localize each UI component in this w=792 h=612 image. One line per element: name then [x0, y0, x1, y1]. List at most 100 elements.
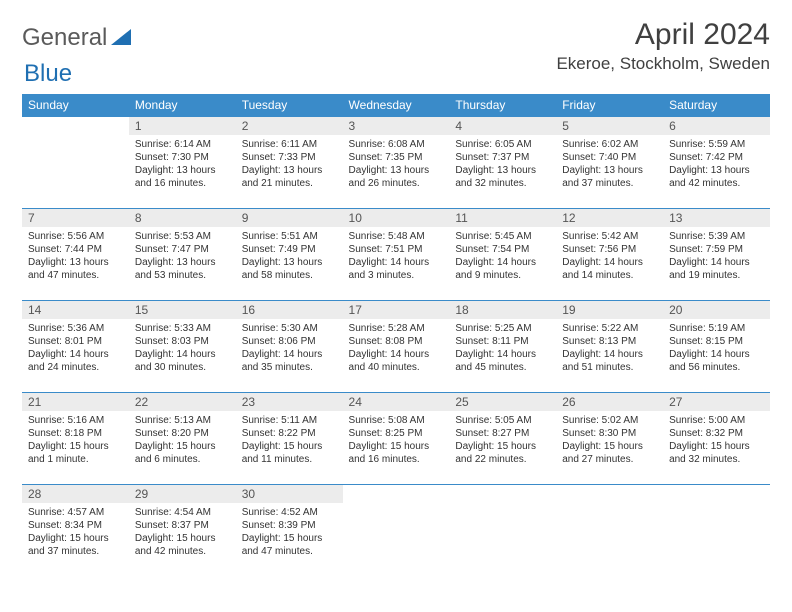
- day-number: 1: [129, 117, 236, 135]
- calendar-day-cell: 21Sunrise: 5:16 AMSunset: 8:18 PMDayligh…: [22, 393, 129, 485]
- day-detail-line: and 27 minutes.: [562, 453, 657, 466]
- calendar-day-cell: 23Sunrise: 5:11 AMSunset: 8:22 PMDayligh…: [236, 393, 343, 485]
- day-details: Sunrise: 5:36 AMSunset: 8:01 PMDaylight:…: [22, 319, 129, 376]
- day-detail-line: and 19 minutes.: [669, 269, 764, 282]
- calendar-week-row: 28Sunrise: 4:57 AMSunset: 8:34 PMDayligh…: [22, 485, 770, 577]
- day-detail-line: Daylight: 13 hours: [135, 164, 230, 177]
- day-detail-line: Sunrise: 5:56 AM: [28, 230, 123, 243]
- day-detail-line: Sunset: 7:59 PM: [669, 243, 764, 256]
- day-details: Sunrise: 5:11 AMSunset: 8:22 PMDaylight:…: [236, 411, 343, 468]
- day-detail-line: Sunset: 8:18 PM: [28, 427, 123, 440]
- calendar-day-cell: [22, 117, 129, 209]
- day-detail-line: and 58 minutes.: [242, 269, 337, 282]
- day-number: 29: [129, 485, 236, 503]
- brand-word-1: General: [22, 24, 107, 52]
- day-detail-line: and 45 minutes.: [455, 361, 550, 374]
- day-detail-line: Daylight: 14 hours: [135, 348, 230, 361]
- calendar-day-cell: 12Sunrise: 5:42 AMSunset: 7:56 PMDayligh…: [556, 209, 663, 301]
- calendar-day-cell: 13Sunrise: 5:39 AMSunset: 7:59 PMDayligh…: [663, 209, 770, 301]
- day-detail-line: Daylight: 13 hours: [242, 164, 337, 177]
- day-details: Sunrise: 5:16 AMSunset: 8:18 PMDaylight:…: [22, 411, 129, 468]
- brand-logo: General: [22, 18, 133, 52]
- day-number: 4: [449, 117, 556, 135]
- calendar-week-row: 1Sunrise: 6:14 AMSunset: 7:30 PMDaylight…: [22, 117, 770, 209]
- calendar-day-cell: 4Sunrise: 6:05 AMSunset: 7:37 PMDaylight…: [449, 117, 556, 209]
- day-detail-line: and 3 minutes.: [349, 269, 444, 282]
- calendar-day-cell: 25Sunrise: 5:05 AMSunset: 8:27 PMDayligh…: [449, 393, 556, 485]
- day-detail-line: Daylight: 14 hours: [562, 256, 657, 269]
- day-number: 19: [556, 301, 663, 319]
- calendar-day-cell: 5Sunrise: 6:02 AMSunset: 7:40 PMDaylight…: [556, 117, 663, 209]
- day-detail-line: Sunrise: 5:59 AM: [669, 138, 764, 151]
- calendar-day-cell: 15Sunrise: 5:33 AMSunset: 8:03 PMDayligh…: [129, 301, 236, 393]
- calendar-day-cell: 14Sunrise: 5:36 AMSunset: 8:01 PMDayligh…: [22, 301, 129, 393]
- day-detail-line: Sunset: 8:37 PM: [135, 519, 230, 532]
- day-number: 3: [343, 117, 450, 135]
- day-detail-line: Daylight: 14 hours: [349, 348, 444, 361]
- weekday-header: Wednesday: [343, 94, 450, 117]
- day-detail-line: Sunset: 8:27 PM: [455, 427, 550, 440]
- day-number: 11: [449, 209, 556, 227]
- calendar-week-row: 21Sunrise: 5:16 AMSunset: 8:18 PMDayligh…: [22, 393, 770, 485]
- day-number: 22: [129, 393, 236, 411]
- weekday-header: Saturday: [663, 94, 770, 117]
- day-detail-line: Daylight: 14 hours: [455, 348, 550, 361]
- day-detail-line: Sunrise: 4:54 AM: [135, 506, 230, 519]
- day-detail-line: Sunset: 8:13 PM: [562, 335, 657, 348]
- day-detail-line: Daylight: 15 hours: [349, 440, 444, 453]
- day-details: Sunrise: 5:02 AMSunset: 8:30 PMDaylight:…: [556, 411, 663, 468]
- day-detail-line: Sunrise: 5:08 AM: [349, 414, 444, 427]
- day-number: 23: [236, 393, 343, 411]
- day-detail-line: Sunset: 8:34 PM: [28, 519, 123, 532]
- day-detail-line: Daylight: 14 hours: [455, 256, 550, 269]
- day-number: 5: [556, 117, 663, 135]
- day-number: 18: [449, 301, 556, 319]
- day-number: 2: [236, 117, 343, 135]
- day-detail-line: Sunset: 8:11 PM: [455, 335, 550, 348]
- title-block: April 2024 Ekeroe, Stockholm, Sweden: [556, 18, 770, 74]
- day-detail-line: Sunset: 7:47 PM: [135, 243, 230, 256]
- day-details: Sunrise: 5:51 AMSunset: 7:49 PMDaylight:…: [236, 227, 343, 284]
- day-detail-line: Sunset: 7:33 PM: [242, 151, 337, 164]
- day-detail-line: and 47 minutes.: [242, 545, 337, 558]
- day-detail-line: Sunset: 8:25 PM: [349, 427, 444, 440]
- calendar-day-cell: 16Sunrise: 5:30 AMSunset: 8:06 PMDayligh…: [236, 301, 343, 393]
- day-details: Sunrise: 6:11 AMSunset: 7:33 PMDaylight:…: [236, 135, 343, 192]
- day-number: 16: [236, 301, 343, 319]
- day-detail-line: and 37 minutes.: [562, 177, 657, 190]
- day-details: Sunrise: 5:08 AMSunset: 8:25 PMDaylight:…: [343, 411, 450, 468]
- day-detail-line: Daylight: 14 hours: [349, 256, 444, 269]
- day-details: Sunrise: 5:56 AMSunset: 7:44 PMDaylight:…: [22, 227, 129, 284]
- day-detail-line: Sunrise: 5:48 AM: [349, 230, 444, 243]
- day-detail-line: Sunset: 7:40 PM: [562, 151, 657, 164]
- day-number: 9: [236, 209, 343, 227]
- calendar-day-cell: 28Sunrise: 4:57 AMSunset: 8:34 PMDayligh…: [22, 485, 129, 577]
- day-detail-line: Sunrise: 5:51 AM: [242, 230, 337, 243]
- day-detail-line: Sunset: 8:15 PM: [669, 335, 764, 348]
- day-details: Sunrise: 5:39 AMSunset: 7:59 PMDaylight:…: [663, 227, 770, 284]
- calendar-day-cell: 19Sunrise: 5:22 AMSunset: 8:13 PMDayligh…: [556, 301, 663, 393]
- day-detail-line: and 6 minutes.: [135, 453, 230, 466]
- calendar-day-cell: [663, 485, 770, 577]
- day-detail-line: Sunrise: 5:16 AM: [28, 414, 123, 427]
- calendar-day-cell: 17Sunrise: 5:28 AMSunset: 8:08 PMDayligh…: [343, 301, 450, 393]
- day-detail-line: Sunset: 8:30 PM: [562, 427, 657, 440]
- day-number: 13: [663, 209, 770, 227]
- day-details: Sunrise: 4:57 AMSunset: 8:34 PMDaylight:…: [22, 503, 129, 560]
- day-number: 21: [22, 393, 129, 411]
- day-detail-line: Daylight: 15 hours: [135, 532, 230, 545]
- day-detail-line: and 53 minutes.: [135, 269, 230, 282]
- day-detail-line: Sunrise: 5:05 AM: [455, 414, 550, 427]
- day-detail-line: Daylight: 15 hours: [135, 440, 230, 453]
- day-details: Sunrise: 5:45 AMSunset: 7:54 PMDaylight:…: [449, 227, 556, 284]
- day-detail-line: Sunrise: 5:33 AM: [135, 322, 230, 335]
- day-details: Sunrise: 5:00 AMSunset: 8:32 PMDaylight:…: [663, 411, 770, 468]
- day-details: Sunrise: 5:33 AMSunset: 8:03 PMDaylight:…: [129, 319, 236, 376]
- calendar-day-cell: 3Sunrise: 6:08 AMSunset: 7:35 PMDaylight…: [343, 117, 450, 209]
- day-details: Sunrise: 6:02 AMSunset: 7:40 PMDaylight:…: [556, 135, 663, 192]
- calendar-day-cell: 18Sunrise: 5:25 AMSunset: 8:11 PMDayligh…: [449, 301, 556, 393]
- day-number: 30: [236, 485, 343, 503]
- day-details: Sunrise: 6:08 AMSunset: 7:35 PMDaylight:…: [343, 135, 450, 192]
- day-detail-line: Sunset: 8:39 PM: [242, 519, 337, 532]
- day-detail-line: Sunrise: 5:22 AM: [562, 322, 657, 335]
